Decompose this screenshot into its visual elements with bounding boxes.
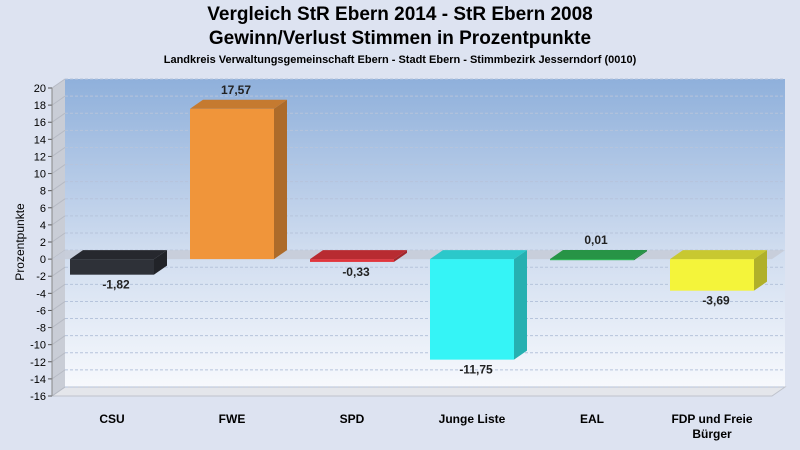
bar-value-label: -1,82 <box>102 278 130 292</box>
bar-front <box>670 259 754 291</box>
y-tick-label: 20 <box>34 83 46 95</box>
bar-side <box>154 250 167 275</box>
gridline-side <box>51 386 66 397</box>
bar-value-label: -11,75 <box>459 363 493 377</box>
chart-subtitle: Landkreis Verwaltungsgemeinschaft Ebern … <box>163 54 637 66</box>
y-tick-label: -8 <box>36 323 46 335</box>
bar-top <box>430 250 527 260</box>
x-tick-label: Junge Liste <box>439 412 506 426</box>
y-axis-title: Prozentpunkte <box>13 203 27 281</box>
bar-spd <box>310 250 407 262</box>
bar-top <box>670 250 767 260</box>
y-tick-label: -6 <box>36 305 46 317</box>
gridline-side <box>51 266 66 277</box>
bar-top <box>70 250 167 260</box>
bar-top <box>550 250 647 260</box>
bar-junge-liste <box>430 250 527 360</box>
bar-value-label: 17,57 <box>221 83 251 97</box>
bar-side <box>514 250 527 360</box>
gridline-side <box>51 181 66 192</box>
x-tick-label: Bürger <box>692 427 732 441</box>
bar-top <box>190 99 287 109</box>
plot-floor <box>50 386 787 397</box>
chart-title-line2: Gewinn/Verlust Stimmen in Prozentpunkte <box>208 28 592 49</box>
bar-side <box>754 250 767 291</box>
y-tick-label: -16 <box>30 391 46 403</box>
x-tick-label: FDP und Freie <box>671 412 752 426</box>
x-tick-label: EAL <box>580 412 604 426</box>
x-tick-label: SPD <box>340 412 365 426</box>
bar-side <box>274 99 287 260</box>
bar-fdp-und-freie-b-rger <box>670 250 767 291</box>
y-tick-label: 2 <box>40 237 46 249</box>
y-tick-label: 6 <box>40 203 46 215</box>
gridline-side <box>51 215 66 226</box>
y-tick-label: 16 <box>34 117 46 129</box>
bar-value-label: -0,33 <box>342 265 370 279</box>
y-tick-label: 8 <box>40 186 46 198</box>
y-tick-label: 0 <box>40 254 46 266</box>
gridline-side <box>51 147 66 157</box>
bar-front <box>550 259 634 261</box>
bar-front <box>190 108 274 260</box>
bar-top <box>310 250 407 260</box>
bar-side <box>394 250 407 262</box>
bar-side <box>634 250 647 261</box>
gridline-side <box>51 352 66 363</box>
gridline-side <box>51 301 66 311</box>
y-tick-label: 18 <box>34 100 46 112</box>
bar-front <box>430 259 514 360</box>
x-tick-label: FWE <box>219 412 246 426</box>
y-tick-label: -14 <box>30 374 46 386</box>
bar-csu <box>70 250 167 275</box>
y-tick-label: 10 <box>34 169 46 181</box>
x-tick-label: CSU <box>99 412 124 426</box>
gridline-side <box>51 318 66 328</box>
gridline-side <box>51 95 66 106</box>
y-tick-label: -12 <box>30 357 46 369</box>
gridline-side <box>51 335 66 346</box>
bar-fwe <box>190 99 287 260</box>
chart-title: Vergleich StR Ebern 2014 - StR Ebern 200… <box>207 4 593 25</box>
y-tick-label: 14 <box>34 134 46 146</box>
gridline-side <box>51 112 66 123</box>
gridline-side <box>51 78 66 89</box>
bar-front <box>310 259 394 262</box>
bar-front <box>70 259 154 275</box>
gridline-side <box>51 198 66 209</box>
bar-value-label: 0,01 <box>584 233 608 247</box>
y-tick-label: -10 <box>30 340 46 352</box>
y-tick-label: 12 <box>34 151 46 163</box>
gridline-side <box>51 164 66 174</box>
bar-eal <box>550 250 647 261</box>
y-tick-label: 4 <box>40 220 46 232</box>
gridline-side <box>51 369 66 380</box>
gridline-side <box>51 232 66 243</box>
bar-value-label: -3,69 <box>702 294 730 308</box>
gridline-side <box>51 283 66 294</box>
y-tick-label: -2 <box>36 271 46 283</box>
y-tick-label: -4 <box>36 288 46 300</box>
gridline-side <box>51 129 66 140</box>
